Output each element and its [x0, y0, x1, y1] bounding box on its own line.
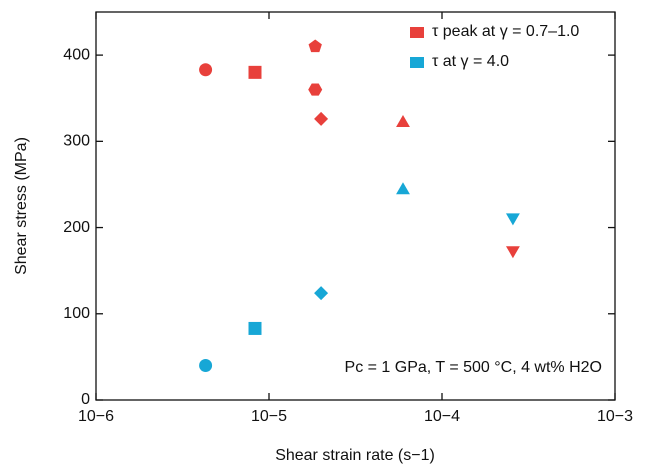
x-axis-label: Shear strain rate (s−1)	[275, 447, 435, 464]
x-tick-label: 10−4	[424, 408, 460, 425]
x-tick-label: 10−5	[251, 408, 287, 425]
marker	[314, 286, 329, 301]
marker	[396, 115, 410, 127]
y-tick-label: 300	[63, 133, 90, 150]
legend-swatch	[410, 57, 424, 68]
marker	[199, 63, 213, 77]
annotation: Pc = 1 GPa, T = 500 °C, 4 wt% H2O	[345, 359, 602, 376]
legend-label: τ peak at γ = 0.7–1.0	[432, 23, 579, 40]
y-tick-label: 0	[81, 391, 90, 408]
y-tick-label: 200	[63, 219, 90, 236]
marker	[248, 65, 262, 79]
y-tick-label: 100	[63, 305, 90, 322]
marker	[505, 213, 520, 226]
x-tick-label: 10−3	[597, 408, 633, 425]
marker	[308, 39, 322, 53]
y-axis-label: Shear stress (MPa)	[13, 137, 30, 275]
marker	[314, 111, 329, 126]
x-tick-label: 10−6	[78, 408, 114, 425]
marker	[199, 359, 213, 373]
marker	[396, 182, 410, 195]
plot-frame	[95, 11, 616, 401]
y-tick-label: 400	[63, 46, 90, 63]
legend-swatch	[410, 27, 424, 38]
marker	[505, 246, 520, 259]
legend-label: τ at γ = 4.0	[432, 53, 509, 70]
marker	[248, 321, 262, 335]
marker	[308, 83, 323, 96]
